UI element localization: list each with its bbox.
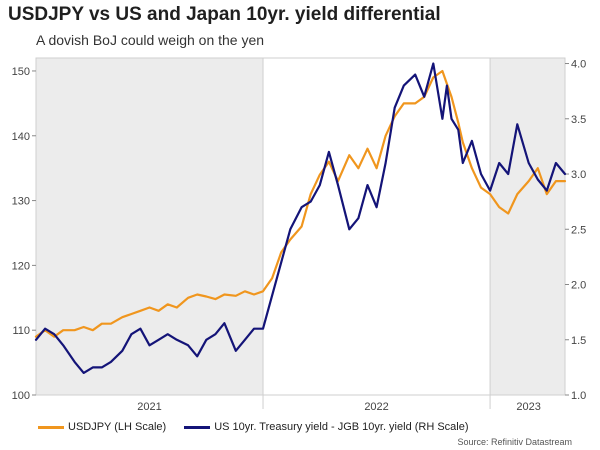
legend-item-yield-differential: US 10yr. Treasury yield - JGB 10yr. yiel… — [184, 421, 469, 433]
legend-swatch-yield-differential — [184, 425, 211, 429]
series-line-usdjpy — [34, 69, 567, 338]
left-axis: 100 110 120 130 140 150 — [12, 66, 36, 402]
year-divider-layer — [262, 58, 491, 409]
shaded-period-0 — [36, 58, 264, 395]
right-tick-label: 4.0 — [571, 59, 586, 71]
legend: USDJPY (LH Scale) US 10yr. Treasury yiel… — [38, 421, 487, 433]
right-tick-label: 1.5 — [571, 335, 586, 347]
x-axis: 2021 2022 2023 — [137, 401, 541, 413]
right-tick-label: 1.0 — [571, 390, 586, 402]
right-tick-label: 3.0 — [571, 169, 586, 181]
left-tick-label: 140 — [12, 131, 30, 143]
left-tick-label: 150 — [12, 66, 30, 78]
x-tick-label: 2022 — [364, 401, 388, 413]
shading-layer — [36, 58, 565, 395]
right-tick-label: 2.0 — [571, 280, 586, 292]
right-tick-label: 3.5 — [571, 114, 586, 126]
legend-swatch-usdjpy — [38, 425, 64, 429]
legend-label-yield-differential: US 10yr. Treasury yield - JGB 10yr. yiel… — [214, 421, 469, 433]
left-tick-label: 100 — [12, 390, 30, 402]
chart-title: USDJPY vs US and Japan 10yr. yield diffe… — [8, 4, 441, 25]
series-layer — [34, 62, 567, 374]
shaded-period-1 — [490, 58, 565, 395]
right-axis: 1.0 1.5 2.0 2.5 3.0 3.5 4.0 — [565, 59, 586, 402]
legend-label-usdjpy: USDJPY (LH Scale) — [68, 421, 167, 433]
legend-item-usdjpy: USDJPY (LH Scale) — [38, 421, 166, 433]
plot-frame — [35, 57, 566, 396]
left-tick-label: 130 — [12, 196, 30, 208]
left-tick-label: 110 — [12, 325, 30, 337]
x-tick-label: 2023 — [516, 401, 540, 413]
chart-subtitle: A dovish BoJ could weigh on the yen — [36, 32, 265, 48]
right-tick-label: 2.5 — [571, 224, 586, 236]
series-line-yield-differential — [34, 62, 567, 374]
source-note: Source: Refinitiv Datastream — [457, 437, 572, 447]
x-tick-label: 2021 — [137, 401, 161, 413]
left-tick-label: 120 — [12, 260, 30, 272]
